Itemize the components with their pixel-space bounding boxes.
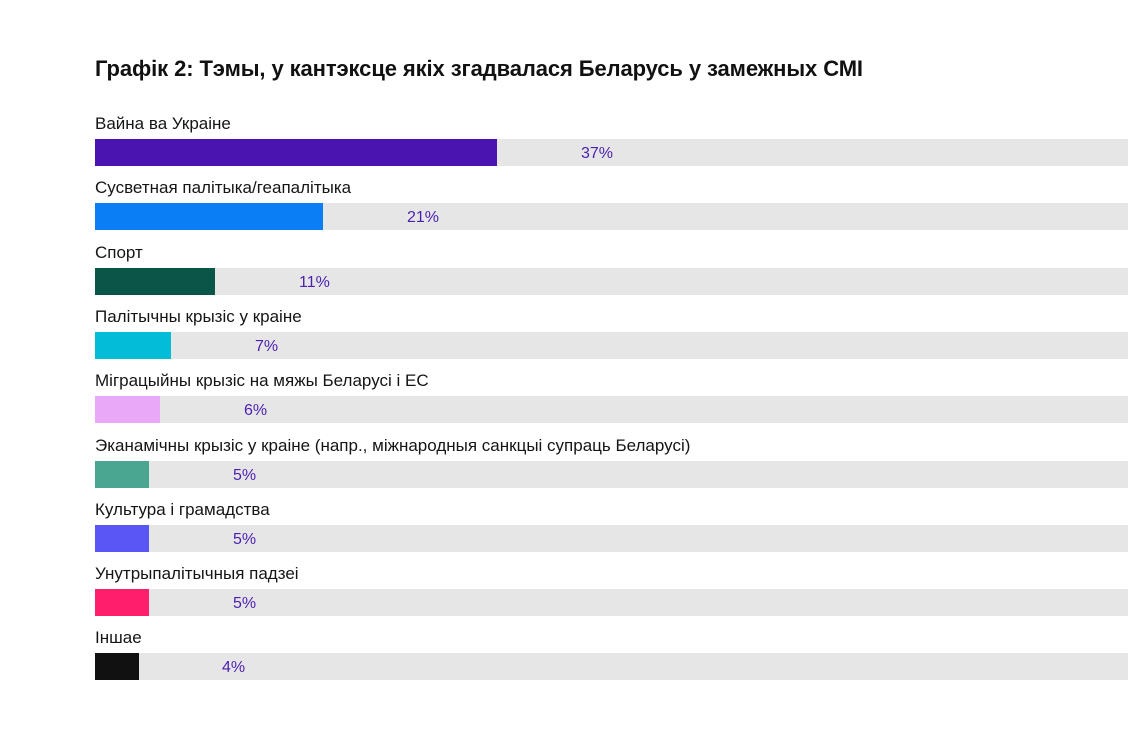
bar — [95, 653, 139, 680]
bar-track: 6% — [95, 396, 1128, 423]
bar-row: Сусветная палітыка/геапалітыка 21% — [95, 176, 1128, 236]
bar-track: 7% — [95, 332, 1128, 359]
category-label: Унутрыпалітычныя падзеі — [95, 564, 299, 583]
bar-row: Эканамічны крызіс у краіне (напр., міжна… — [95, 434, 1128, 494]
bar-track: 4% — [95, 653, 1128, 680]
bar-track: 21% — [95, 203, 1128, 230]
bar — [95, 525, 150, 552]
value-label: 37% — [581, 145, 614, 162]
bar-track: 5% — [95, 525, 1128, 552]
value-label: 6% — [244, 402, 268, 419]
value-label: 4% — [222, 659, 246, 676]
bar-track: 37% — [95, 139, 1128, 166]
bar — [95, 268, 215, 295]
bar-row: Іншае 4% — [95, 626, 1128, 686]
category-label: Сусветная палітыка/геапалітыка — [95, 178, 352, 197]
bar — [95, 461, 150, 488]
bar-row: Спорт 11% — [95, 241, 1128, 301]
bar-row: Палітычны крызіс у краіне 7% — [95, 305, 1128, 365]
bar-row: Міграцыйны крызіс на мяжы Беларусі і ЕС 6… — [95, 369, 1128, 429]
bar — [95, 332, 172, 359]
category-label: Міграцыйны крызіс на мяжы Беларусі і ЕС — [95, 371, 429, 390]
chart-title: Графік 2: Тэмы, у кантэксце якіх згадвал… — [95, 56, 863, 81]
category-label: Палітычны крызіс у краіне — [95, 307, 302, 326]
bar — [95, 396, 161, 423]
bar — [95, 203, 324, 230]
bar-row: Культура і грамадства 5% — [95, 498, 1128, 558]
bar-track: 5% — [95, 461, 1128, 488]
category-label: Спорт — [95, 243, 143, 262]
category-label: Культура і грамадства — [95, 500, 270, 519]
value-label: 5% — [233, 467, 257, 484]
category-label: Вайна ва Украіне — [95, 114, 231, 133]
category-label: Эканамічны крызіс у краіне (напр., міжна… — [95, 436, 691, 455]
category-label: Іншае — [95, 628, 142, 647]
value-label: 5% — [233, 595, 257, 612]
bar-row: Унутрыпалітычныя падзеі 5% — [95, 562, 1128, 622]
value-label: 21% — [407, 209, 440, 226]
bar — [95, 589, 150, 616]
bar — [95, 139, 498, 166]
value-label: 7% — [255, 338, 279, 355]
value-label: 11% — [299, 274, 330, 291]
bar-track: 11% — [95, 268, 1128, 295]
bar-row: Вайна ва Украіне 37% — [95, 112, 1128, 172]
value-label: 5% — [233, 531, 257, 548]
bar-track: 5% — [95, 589, 1128, 616]
